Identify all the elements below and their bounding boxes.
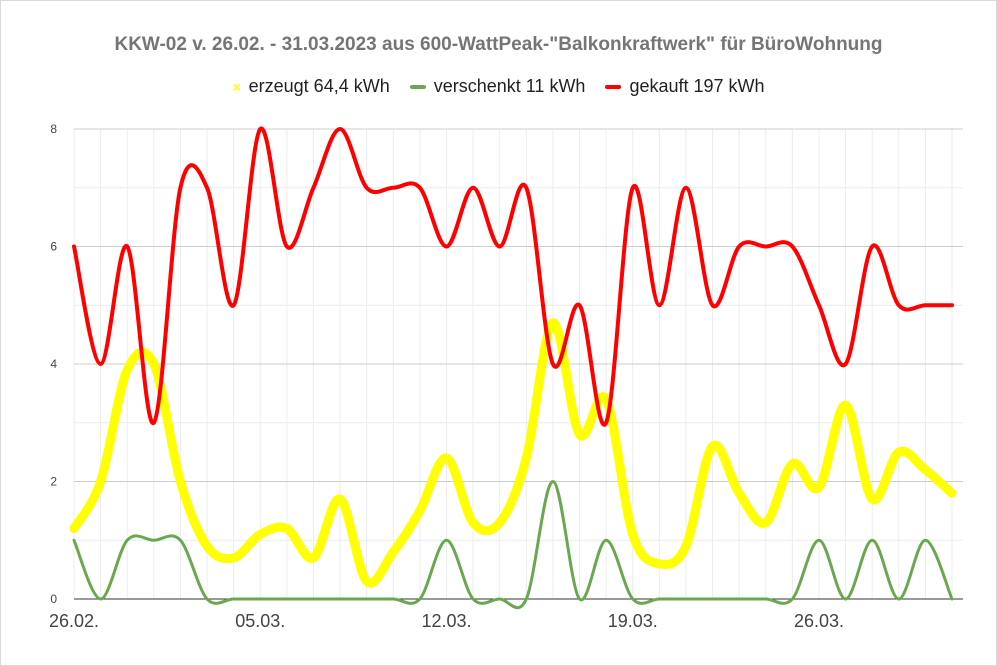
chart-title: KKW-02 v. 26.02. - 31.03.2023 aus 600-Wa… <box>114 34 883 55</box>
x-tick-label: 12.03. <box>421 611 471 631</box>
y-tick-label: 2 <box>50 475 57 489</box>
grid <box>73 128 963 599</box>
y-tick-label: 8 <box>50 122 57 136</box>
legend-label-erzeugt: erzeugt 64,4 kWh <box>248 76 390 96</box>
y-tick-labels: 0 2 4 6 8 <box>50 122 57 606</box>
legend-item-erzeugt: × erzeugt 64,4 kWh <box>232 76 389 97</box>
y-tick-label: 0 <box>50 592 57 606</box>
legend-item-gekauft: gekauft 197 kWh <box>605 76 765 97</box>
legend-label-verschenkt: verschenkt 11 kWh <box>433 76 586 96</box>
legend: × erzeugt 64,4 kWh verschenkt 11 kWh gek… <box>0 76 997 97</box>
series-gekauft-line <box>72 126 954 427</box>
x-tick-label: 05.03. <box>235 611 285 631</box>
series-verschenkt-line <box>72 480 954 610</box>
x-tick-label: 19.03. <box>608 611 658 631</box>
series-lines <box>69 126 957 610</box>
legend-item-verschenkt: verschenkt 11 kWh <box>409 76 586 97</box>
legend-marker-erzeugt: × <box>232 78 241 95</box>
legend-swatch-verschenkt <box>409 84 426 89</box>
series-erzeugt-line <box>69 318 957 588</box>
y-tick-label: 6 <box>50 240 57 254</box>
x-tick-labels: 26.02. 05.03. 12.03. 19.03. 26.03. <box>49 611 844 631</box>
x-tick-label: 26.03. <box>794 611 844 631</box>
x-tick-label: 26.02. <box>49 611 99 631</box>
y-tick-label: 4 <box>50 357 57 371</box>
legend-swatch-gekauft <box>605 84 622 89</box>
legend-label-gekauft: gekauft 197 kWh <box>629 76 765 96</box>
